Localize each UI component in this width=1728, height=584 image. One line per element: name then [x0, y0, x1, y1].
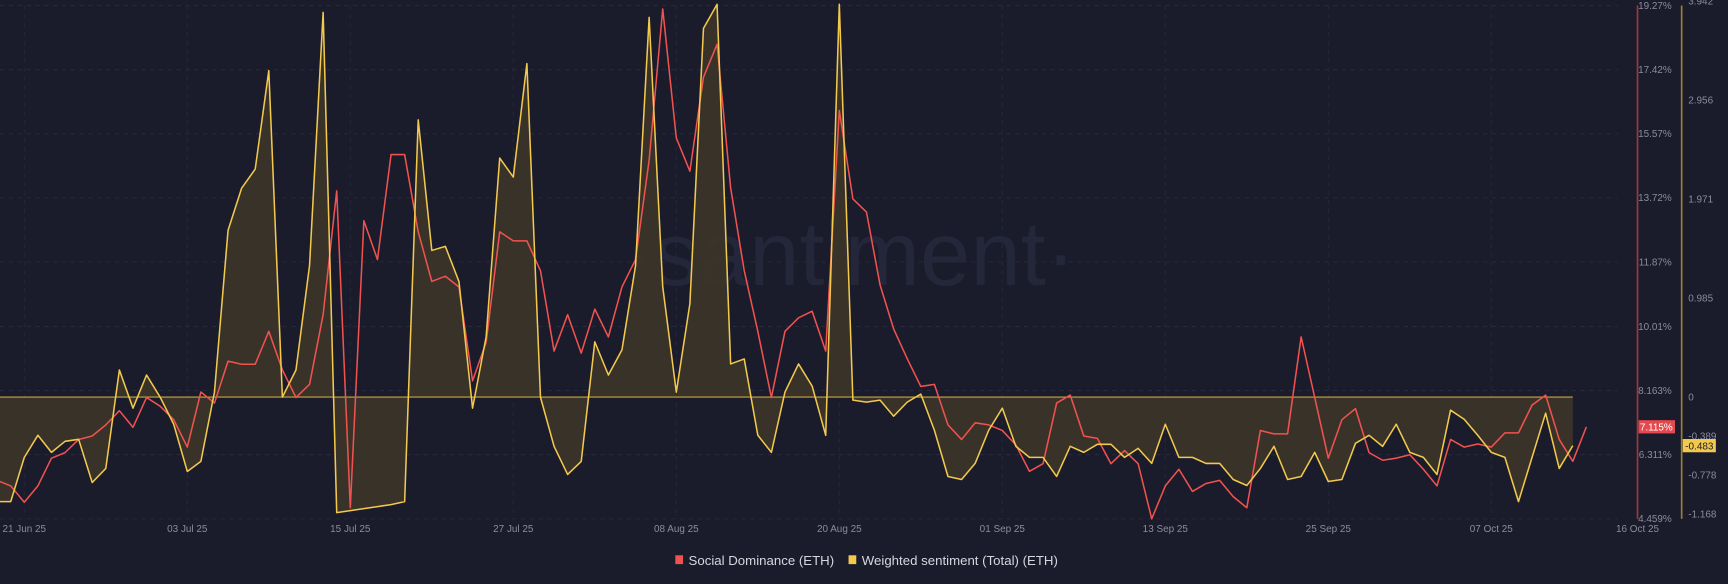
- current-value-weighted-sentiment: -0.483: [1685, 441, 1714, 452]
- x-tick-label: 01 Sep 25: [980, 524, 1026, 535]
- y-tick-social-dominance: 19.27%: [1638, 1, 1672, 12]
- legend-swatch-weighted-sentiment: [848, 555, 857, 565]
- axes: 19.27% 17.42% 15.57% 13.72% 11.87% 10.01% 8.16…: [3, 0, 1717, 535]
- current-value-badge-weighted-sentiment: [1682, 439, 1716, 453]
- y-tick-social-dominance: 4.459%: [1638, 514, 1672, 525]
- x-tick-label: 07 Oct 25: [1470, 524, 1513, 535]
- y-tick-social-dominance: 8.163%: [1638, 386, 1672, 397]
- y-tick-weighted-sentiment: 1.971: [1688, 194, 1713, 205]
- social-dominance-line: [0, 8, 1588, 520]
- legend-label-weighted-sentiment[interactable]: Weighted sentiment (Total) (ETH): [862, 553, 1058, 568]
- sentiment-area: [0, 4, 1573, 513]
- x-tick-label: 25 Sep 25: [1306, 524, 1352, 535]
- y-tick-social-dominance: 6.311%: [1639, 450, 1672, 461]
- y-tick-weighted-sentiment: 2.956: [1688, 95, 1713, 106]
- current-value-social-dominance: 7.115%: [1640, 423, 1673, 434]
- y-tick-weighted-sentiment: 3.942: [1688, 0, 1713, 7]
- y-tick-weighted-sentiment: 0.985: [1688, 293, 1713, 304]
- legend: Social Dominance (ETH) Weighted sentimen…: [675, 553, 1058, 568]
- y-tick-weighted-sentiment: -0.389: [1688, 432, 1717, 443]
- legend-swatch-social-dominance: [675, 555, 684, 565]
- y-tick-social-dominance: 11.87%: [1639, 257, 1672, 268]
- y-tick-weighted-sentiment: -1.168: [1688, 510, 1717, 521]
- x-tick-label: 27 Jul 25: [493, 524, 534, 535]
- x-tick-label: 20 Aug 25: [817, 524, 862, 535]
- x-tick-label: 15 Jul 25: [330, 524, 371, 535]
- y-tick-social-dominance: 10.01%: [1638, 322, 1672, 333]
- x-tick-label: 08 Aug 25: [654, 524, 699, 535]
- y-tick-social-dominance: 13.72%: [1638, 193, 1672, 204]
- x-tick-label: 13 Sep 25: [1143, 524, 1189, 535]
- y-tick-weighted-sentiment: 0: [1688, 392, 1694, 403]
- x-tick-label: 03 Jul 25: [167, 524, 208, 535]
- current-value-badge-social-dominance: [1638, 420, 1676, 434]
- legend-label-social-dominance[interactable]: Social Dominance (ETH): [689, 553, 835, 568]
- y-tick-weighted-sentiment: -0.778: [1688, 471, 1717, 482]
- x-tick-label: 16 Oct 25: [1616, 524, 1659, 535]
- plot-area: [0, 3, 1588, 520]
- x-tick-label: 21 Jun 25: [3, 524, 47, 535]
- y-tick-social-dominance: 15.57%: [1638, 129, 1672, 140]
- y-tick-social-dominance: 17.42%: [1638, 65, 1672, 76]
